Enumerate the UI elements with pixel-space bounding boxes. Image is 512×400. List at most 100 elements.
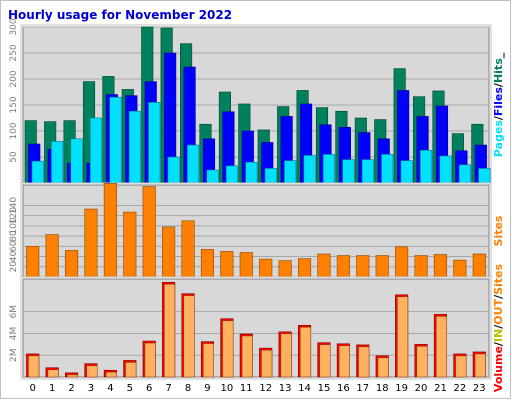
bar-pages <box>206 169 219 184</box>
y-tick-label: 140 <box>9 197 19 214</box>
bar-sites <box>103 183 117 278</box>
y-tick-label: 150 <box>9 96 19 113</box>
bar-pages <box>187 144 200 184</box>
bar-sites <box>375 255 389 278</box>
bar-pages <box>420 149 433 184</box>
bar-sites <box>336 255 350 278</box>
y-tick-label: 120 <box>9 207 19 224</box>
x-tick-label: 11 <box>240 383 253 394</box>
bar-volume-out <box>222 320 234 378</box>
bar-volume-out <box>47 369 59 378</box>
bar-volume-out <box>455 355 467 378</box>
bar-pages <box>51 141 64 184</box>
x-tick-label: 10 <box>221 383 234 394</box>
bar-pages <box>381 154 394 184</box>
side-label-part: Hits <box>492 58 505 83</box>
y-tick-label: 100 <box>9 122 19 139</box>
bar-pages <box>70 138 83 184</box>
side-label: Pages/Files/Hits_ <box>492 52 505 157</box>
bar-pages <box>303 155 316 184</box>
x-tick-label: 8 <box>185 383 191 394</box>
bar-volume-out <box>67 374 79 378</box>
y-tick-label: 200 <box>9 70 19 87</box>
bar-pages <box>478 168 491 184</box>
bar-sites <box>84 208 98 278</box>
bar-pages <box>361 159 374 184</box>
bar-sites <box>123 211 137 278</box>
side-label-part: OUT <box>492 298 505 324</box>
bar-pages <box>167 156 180 184</box>
x-tick-label: 14 <box>298 383 311 394</box>
bar-sites <box>220 251 234 278</box>
side-label-part: / <box>492 324 505 329</box>
x-tick-label: 7 <box>165 383 171 394</box>
bar-volume-out <box>241 335 253 378</box>
x-tick-label: 17 <box>356 383 369 394</box>
bar-volume-out <box>300 327 312 378</box>
x-tick-label: 16 <box>337 383 350 394</box>
bar-volume-out <box>435 316 447 378</box>
bar-sites <box>200 249 215 278</box>
bar-volume-out <box>338 345 350 378</box>
bar-pages <box>264 168 277 184</box>
bar-pages <box>322 154 336 184</box>
side-label-part: / <box>492 115 505 120</box>
y-tick-label: 50 <box>9 151 19 163</box>
bar-volume-out <box>28 355 40 378</box>
side-label-part: / <box>492 82 505 87</box>
x-tick-label: 5 <box>127 383 133 394</box>
x-tick-label: 12 <box>259 383 272 394</box>
panel-background <box>22 278 490 378</box>
side-label-part: Sites <box>492 215 505 246</box>
bar-sites <box>453 259 467 278</box>
panel-background <box>22 184 490 278</box>
side-label-part: _ <box>492 52 505 58</box>
bar-pages <box>31 160 44 184</box>
bar-sites <box>26 246 40 278</box>
x-tick-label: 21 <box>434 383 447 394</box>
x-tick-label: 23 <box>473 383 486 394</box>
side-label-part: / <box>492 341 505 346</box>
bar-volume-out <box>280 333 292 378</box>
y-tick-label: 100 <box>9 217 19 234</box>
side-label-part: Sites <box>492 263 505 294</box>
chart-title: Hourly usage for November 2022 <box>8 8 232 22</box>
y-tick-label: 40 <box>9 251 19 263</box>
bar-volume-out <box>416 346 428 378</box>
y-tick-label: 20 <box>9 261 19 273</box>
x-tick-label: 15 <box>318 383 331 394</box>
bar-pages <box>284 160 297 184</box>
y-tick-label: 6M <box>9 305 19 319</box>
x-tick-label: 6 <box>146 383 152 394</box>
x-tick-label: 4 <box>107 383 113 394</box>
bar-sites <box>239 252 253 278</box>
bar-sites <box>395 246 409 278</box>
x-tick-label: 18 <box>376 383 389 394</box>
bar-pages <box>109 96 122 184</box>
bar-volume-out <box>105 371 117 378</box>
bar-volume-out <box>183 295 195 378</box>
x-tick-label: 22 <box>454 383 467 394</box>
side-label-part: Pages <box>492 120 505 158</box>
side-label-part: Volume <box>492 346 505 392</box>
x-tick-label: 13 <box>279 383 292 394</box>
bar-volume-out <box>125 362 137 378</box>
bar-sites <box>414 255 428 278</box>
bar-volume-out <box>202 343 214 378</box>
y-tick-label: 250 <box>9 44 19 61</box>
bar-sites <box>162 226 176 278</box>
bar-pages <box>128 110 141 184</box>
bar-sites <box>472 253 486 278</box>
y-tick-label: 80 <box>9 230 19 242</box>
bar-pages <box>148 102 161 184</box>
y-tick-label: 60 <box>9 240 19 252</box>
bar-sites <box>356 255 370 278</box>
bar-volume-out <box>164 284 176 378</box>
bar-pages <box>400 160 413 184</box>
y-tick-label: 2M <box>9 348 19 362</box>
bar-pages <box>89 117 103 184</box>
bar-volume-out <box>261 349 273 378</box>
x-tick-label: 2 <box>68 383 74 394</box>
